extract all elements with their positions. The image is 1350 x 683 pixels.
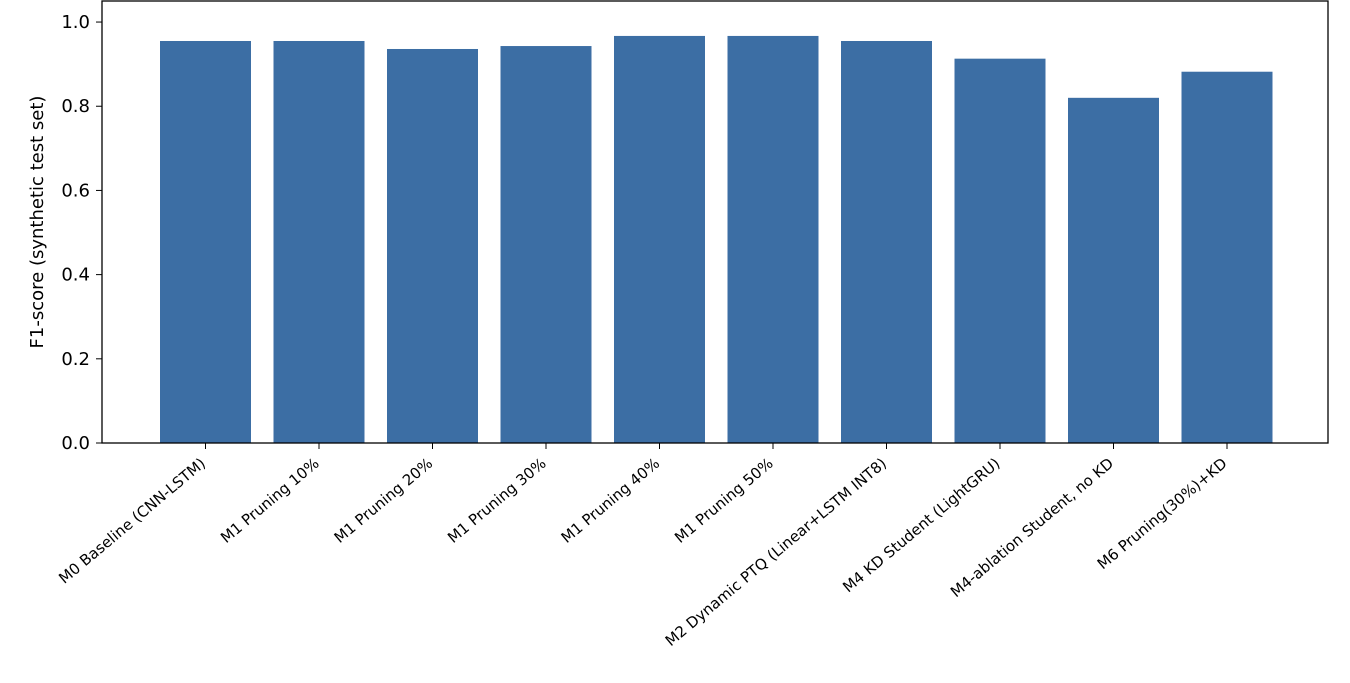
x-axis: M0 Baseline (CNN-LSTM) M1 Pruning 10% M1 P… — [55, 443, 1231, 650]
y-tick-label-6: 1.0 — [61, 12, 90, 33]
y-axis-label: F1-score (synthetic test set) — [27, 96, 48, 349]
y-tick-label-2: 0.2 — [61, 349, 90, 370]
x-tick-label-5: M1 Pruning 40% — [558, 454, 663, 547]
x-tick-label-2: M1 Pruning 10% — [217, 454, 322, 547]
x-tick-label-3: M1 Pruning 20% — [331, 454, 436, 547]
y-axis: 0.0 0.2 0.4 0.6 0.8 1.0 — [61, 12, 102, 454]
y-tick-label-3: 0.4 — [61, 265, 90, 286]
y-tick-label-1: 0.0 — [61, 433, 90, 454]
plot-frame — [101, 0, 1329, 444]
bar-4 — [500, 46, 592, 444]
y-tick-label-4: 0.6 — [61, 180, 90, 201]
bar-7 — [841, 40, 932, 443]
x-tick-label-7: M2 Dynamic PTQ (Linear+LSTM INT8) — [662, 454, 890, 650]
x-tick-label-10: M6 Pruning(30%)+KD — [1094, 454, 1231, 573]
bar-6 — [727, 35, 819, 443]
bar-10 — [1181, 71, 1273, 443]
x-tick-label-1: M0 Baseline (CNN-LSTM) — [55, 454, 209, 587]
y-tick-label-5: 0.8 — [61, 96, 90, 117]
bars-group — [160, 35, 1273, 444]
bar-8 — [954, 58, 1046, 444]
x-tick-label-6: M1 Pruning 50% — [671, 454, 776, 547]
bar-2 — [273, 40, 365, 443]
bar-5 — [614, 35, 705, 443]
bar-3 — [387, 48, 478, 443]
bar-9 — [1068, 97, 1159, 444]
x-tick-label-4: M1 Pruning 30% — [444, 454, 549, 547]
bar-1 — [160, 40, 251, 443]
